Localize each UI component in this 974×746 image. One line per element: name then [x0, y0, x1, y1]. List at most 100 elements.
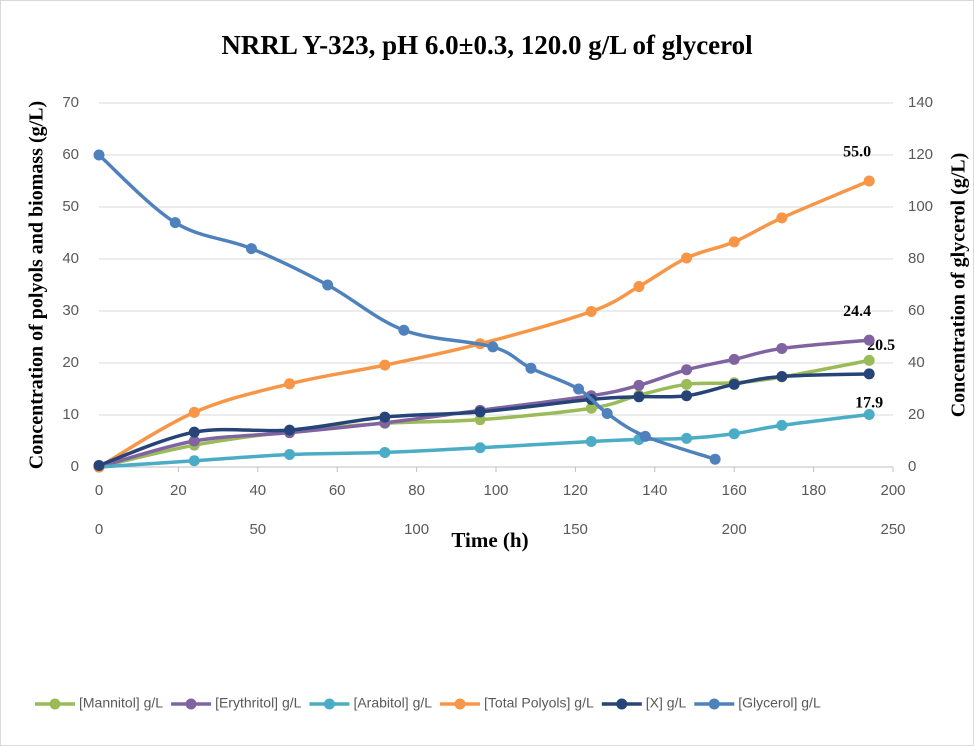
- data-point: [633, 379, 645, 391]
- data-point: [728, 353, 740, 365]
- x-tick-label: 80: [408, 482, 425, 499]
- y2-tick-label: 60: [908, 302, 925, 319]
- data-point: [863, 408, 875, 420]
- data-point: [776, 419, 788, 431]
- y-tick-label: 70: [62, 94, 79, 111]
- data-point: [93, 459, 105, 471]
- data-point: [379, 359, 391, 371]
- data-point: [601, 407, 613, 419]
- x-tick-label: 40: [249, 482, 266, 499]
- y2-tick-label: 140: [908, 94, 933, 111]
- legend-marker: [185, 698, 197, 710]
- data-point: [728, 378, 740, 390]
- data-point: [487, 341, 499, 353]
- y-tick-label: 30: [62, 302, 79, 319]
- y-axis-title: Concentration of polyols and biomass (g/…: [26, 101, 48, 469]
- y2-axis-title: Concentration of glycerol (g/L): [948, 153, 970, 418]
- data-point: [474, 442, 486, 454]
- series-line: [97, 372, 871, 468]
- x2-tick-label: 0: [95, 521, 103, 538]
- series-line: [97, 153, 717, 461]
- legend-label: [Arabitol] g/L: [353, 695, 432, 711]
- legend-marker: [49, 698, 61, 710]
- legend-label: [Glycerol] g/L: [738, 695, 821, 711]
- data-point: [863, 354, 875, 366]
- data-point: [398, 324, 410, 336]
- data-point: [776, 371, 788, 383]
- y2-tick-label: 20: [908, 406, 925, 423]
- y-tick-label: 40: [62, 250, 79, 267]
- data-point: [93, 149, 105, 161]
- data-point: [681, 364, 693, 376]
- data-point: [284, 378, 296, 390]
- data-point: [188, 455, 200, 467]
- data-point: [322, 279, 334, 291]
- data-point: [633, 281, 645, 293]
- chart-title: NRRL Y-323, pH 6.0±0.3, 120.0 g/L of gly…: [221, 30, 753, 60]
- y2-tick-label: 0: [908, 458, 916, 475]
- legend-label: [Total Polyols] g/L: [484, 695, 594, 711]
- x-tick-label: 0: [95, 482, 103, 499]
- x-tick-label: 60: [329, 482, 346, 499]
- data-point: [709, 453, 721, 465]
- data-point: [681, 378, 693, 390]
- x-tick-label: 140: [642, 482, 667, 499]
- x2-tick-label: 150: [563, 521, 588, 538]
- x-axis-title: Time (h): [451, 528, 528, 552]
- x2-tick-label: 200: [722, 521, 747, 538]
- y-tick-label: 10: [62, 406, 79, 423]
- data-point: [379, 446, 391, 458]
- series-line: [97, 338, 871, 469]
- data-point: [681, 432, 693, 444]
- data-point: [245, 243, 257, 255]
- data-point: [681, 390, 693, 402]
- data-point: [188, 406, 200, 418]
- data-point: [681, 252, 693, 264]
- data-point: [863, 368, 875, 380]
- y2-tick-label: 120: [908, 146, 933, 163]
- data-point: [728, 236, 740, 248]
- data-point: [284, 449, 296, 461]
- series-line: [97, 179, 871, 469]
- data-point: [169, 217, 181, 229]
- legend-label: [Erythritol] g/L: [215, 695, 302, 711]
- x2-tick-label: 50: [249, 521, 266, 538]
- data-point: [776, 342, 788, 354]
- legend-marker: [323, 698, 335, 710]
- y-tick-label: 20: [62, 354, 79, 371]
- x-tick-label: 200: [880, 482, 905, 499]
- data-label: 55.0: [843, 144, 871, 161]
- data-point: [728, 428, 740, 440]
- x2-tick-label: 100: [404, 521, 429, 538]
- data-point: [585, 402, 597, 414]
- data-label: 24.4: [843, 303, 871, 320]
- data-point: [379, 411, 391, 423]
- data-point: [525, 362, 537, 374]
- data-point: [863, 175, 875, 187]
- data-point: [585, 306, 597, 318]
- legend-marker: [708, 698, 720, 710]
- y-tick-label: 0: [71, 458, 79, 475]
- x-tick-label: 120: [563, 482, 588, 499]
- x2-tick-label: 250: [880, 521, 905, 538]
- data-point: [639, 430, 651, 442]
- data-point: [474, 414, 486, 426]
- data-point: [573, 383, 585, 395]
- legend-label: [X] g/L: [646, 695, 687, 711]
- x-tick-label: 180: [801, 482, 826, 499]
- series-line: [97, 412, 871, 469]
- data-point: [474, 406, 486, 418]
- data-point: [863, 334, 875, 346]
- x-tick-label: 20: [170, 482, 187, 499]
- y2-tick-label: 100: [908, 198, 933, 215]
- data-point: [188, 426, 200, 438]
- x-tick-label: 100: [483, 482, 508, 499]
- y2-tick-label: 40: [908, 354, 925, 371]
- data-label: 17.9: [855, 395, 883, 412]
- legend-label: [Mannitol] g/L: [79, 695, 163, 711]
- data-point: [633, 391, 645, 403]
- data-point: [585, 436, 597, 448]
- data-point: [188, 435, 200, 447]
